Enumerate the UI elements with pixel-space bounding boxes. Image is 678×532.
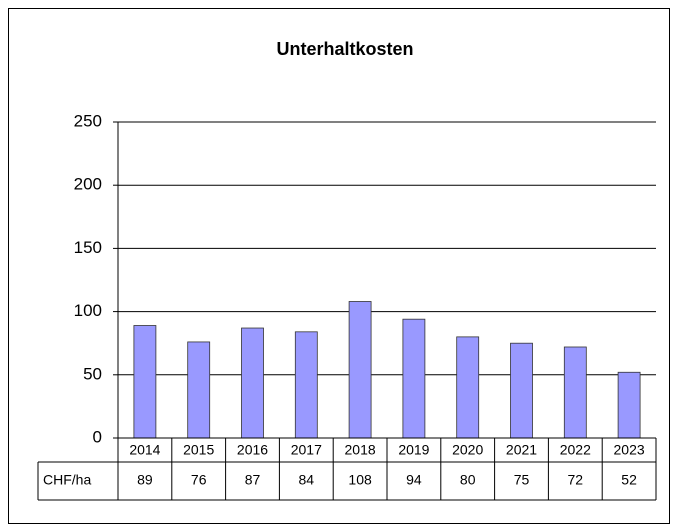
bar bbox=[402, 318, 426, 439]
table-value: 89 bbox=[137, 472, 153, 488]
bar bbox=[133, 325, 157, 439]
bar bbox=[456, 336, 480, 439]
x-tick-label: 2020 bbox=[452, 442, 483, 458]
chart-title: Unterhaltkosten bbox=[276, 39, 413, 59]
bar bbox=[348, 301, 372, 439]
x-tick-label: 2021 bbox=[506, 442, 537, 458]
x-tick-label: 2019 bbox=[398, 442, 429, 458]
x-tick-label: 2014 bbox=[129, 442, 160, 458]
bar bbox=[187, 341, 211, 439]
bar bbox=[241, 327, 264, 439]
x-tick-label: 2017 bbox=[291, 442, 322, 458]
y-tick-label: 150 bbox=[74, 238, 102, 257]
bar bbox=[617, 371, 641, 439]
x-tick-label: 2022 bbox=[560, 442, 591, 458]
bar bbox=[510, 342, 533, 439]
table-value: 76 bbox=[191, 472, 207, 488]
x-tick-label: 2023 bbox=[614, 442, 645, 458]
x-tick-label: 2016 bbox=[237, 442, 268, 458]
x-tick-label: 2018 bbox=[345, 442, 376, 458]
table-value: 87 bbox=[245, 472, 261, 488]
y-tick-label: 200 bbox=[74, 175, 102, 194]
y-tick-label: 250 bbox=[74, 111, 102, 130]
bar bbox=[563, 346, 587, 439]
table-value: 108 bbox=[348, 472, 372, 488]
table-value: 80 bbox=[460, 472, 476, 488]
table-row-label: CHF/ha bbox=[43, 472, 91, 488]
x-tick-label: 2015 bbox=[183, 442, 214, 458]
table-value: 72 bbox=[568, 472, 584, 488]
table-value: 94 bbox=[406, 472, 422, 488]
y-tick-label: 0 bbox=[93, 427, 102, 446]
table-value: 84 bbox=[299, 472, 315, 488]
y-tick-label: 100 bbox=[74, 301, 102, 320]
table-value: 52 bbox=[621, 472, 637, 488]
bar bbox=[294, 331, 318, 439]
table-value: 75 bbox=[514, 472, 530, 488]
y-tick-label: 50 bbox=[83, 364, 102, 383]
